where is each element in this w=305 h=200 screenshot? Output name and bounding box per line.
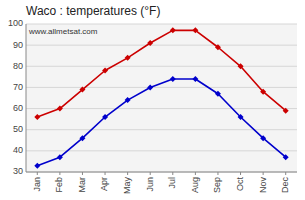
point	[238, 114, 244, 120]
x-tick	[217, 172, 218, 175]
x-tick-label: Nov	[258, 177, 268, 194]
point	[215, 91, 221, 97]
x-tick-label: Jun	[145, 177, 155, 192]
x-tick	[172, 172, 173, 175]
x-tick	[263, 172, 264, 175]
grid-line	[26, 108, 297, 109]
annotation: www.allmetsat.com	[28, 27, 98, 36]
x-tick-label: Jul	[167, 177, 177, 189]
y-tick-label: 100	[8, 18, 23, 28]
point	[283, 154, 289, 160]
x-tick	[240, 172, 241, 175]
point	[102, 68, 108, 74]
x-tick	[82, 172, 83, 175]
title: Waco : temperatures (°F)	[26, 4, 160, 18]
x-tick-label: Mar	[77, 177, 87, 193]
grid-line	[26, 66, 297, 67]
chart: Waco : temperatures (°F) 30 40 50 60 70 80 90 10…	[0, 0, 305, 200]
x-tick-label: Dec	[280, 177, 290, 194]
y-tick-label: 90	[13, 40, 23, 50]
point	[125, 97, 131, 103]
point	[170, 76, 176, 82]
grid-line	[26, 45, 297, 46]
grid-line	[26, 172, 297, 173]
x-tick-label: Apr	[99, 177, 109, 191]
series-line	[37, 79, 285, 166]
x-axis	[26, 172, 297, 173]
point	[79, 87, 85, 93]
x-tick	[195, 172, 196, 175]
x-tick-label: Sep	[212, 177, 222, 193]
point	[57, 106, 63, 112]
point	[192, 27, 198, 33]
x-tick-label: Aug	[190, 177, 200, 193]
point	[147, 40, 153, 46]
x-tick	[150, 172, 151, 175]
data-group	[34, 27, 288, 168]
x-tick-label: May	[122, 177, 132, 195]
point	[34, 163, 40, 169]
point	[260, 135, 266, 141]
point	[238, 63, 244, 69]
point	[192, 76, 198, 82]
x-tick	[105, 172, 106, 175]
x-tick-label: Oct	[235, 177, 245, 192]
x-tick	[59, 172, 60, 175]
point	[215, 44, 221, 50]
x-tick	[285, 172, 286, 175]
point	[283, 108, 289, 114]
y-tick-label: 70	[13, 82, 23, 92]
point	[102, 114, 108, 120]
point	[79, 135, 85, 141]
point	[125, 55, 131, 61]
y-tick-label: 80	[13, 61, 23, 71]
point	[170, 27, 176, 33]
point	[147, 84, 153, 90]
y-tick-label: 50	[13, 124, 23, 134]
y-tick-label: 40	[13, 145, 23, 155]
series-line	[37, 30, 285, 117]
x-tick-label: Feb	[54, 177, 64, 193]
x-tick	[37, 172, 38, 175]
y-tick-label: 30	[13, 166, 23, 176]
point	[34, 114, 40, 120]
grid-line	[26, 87, 297, 88]
y-tick-label: 60	[13, 103, 23, 113]
grid-line	[26, 24, 297, 25]
x-tick	[127, 172, 128, 175]
point	[260, 89, 266, 95]
x-tick-label: Jan	[32, 177, 42, 192]
grid-line	[26, 129, 297, 130]
point	[57, 154, 63, 160]
plot-area	[26, 24, 297, 172]
y-axis	[26, 24, 27, 172]
